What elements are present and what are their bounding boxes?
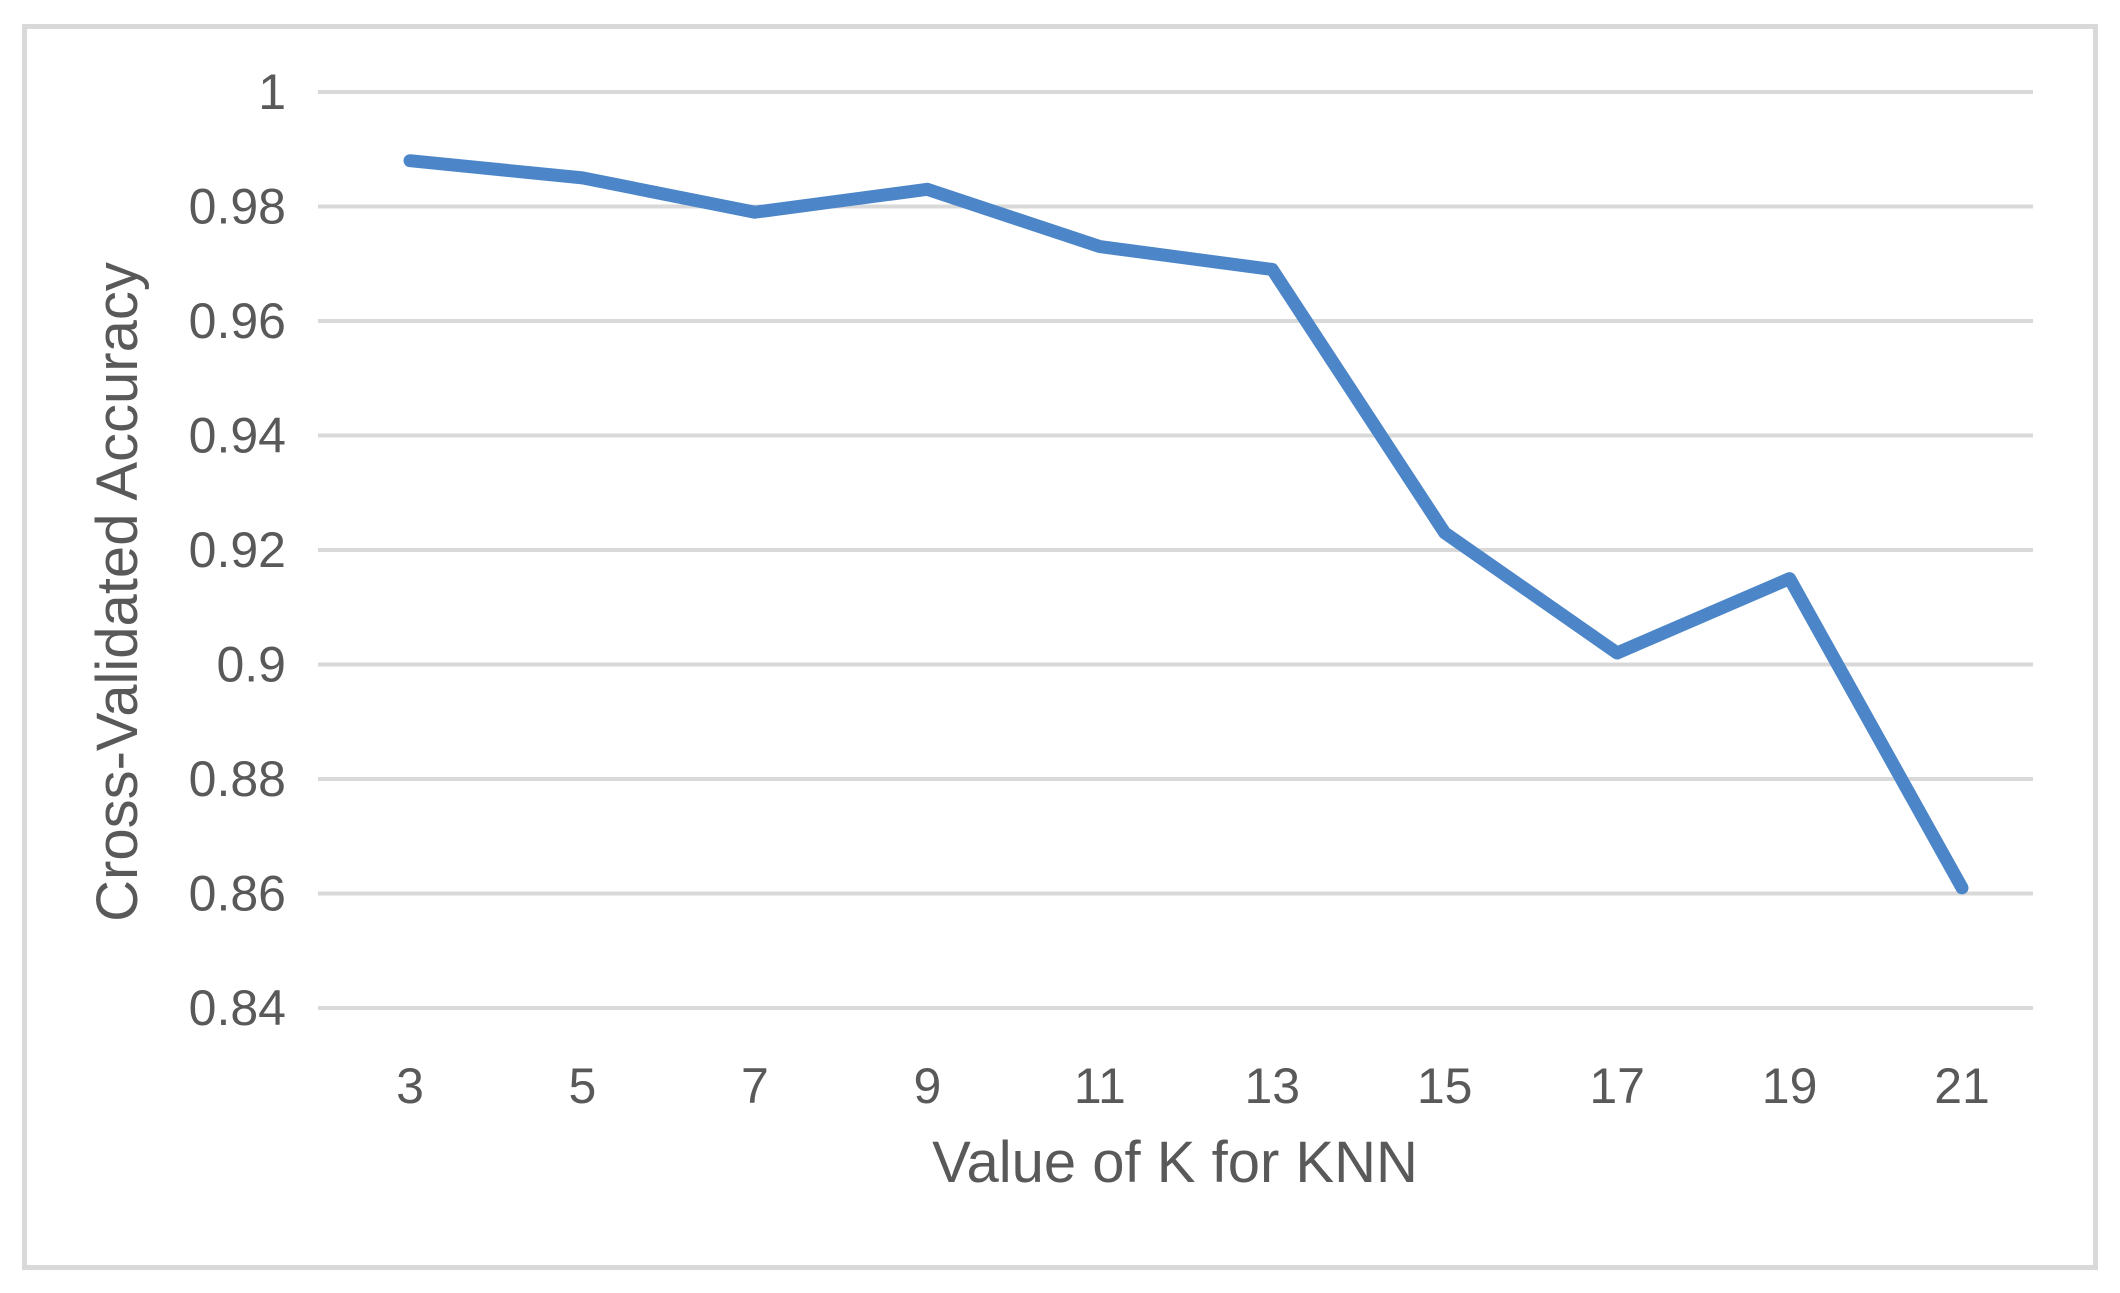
x-tick-label: 13 bbox=[1244, 1058, 1300, 1114]
y-axis-tick-labels: 1 0.98 0.96 0.94 0.92 0.9 0.88 0.86 0.84 bbox=[189, 64, 286, 1036]
y-axis-title: Cross-Validated Accuracy bbox=[85, 262, 150, 922]
x-tick-label: 5 bbox=[569, 1058, 597, 1114]
y-tick-label: 0.9 bbox=[216, 637, 286, 693]
y-tick-label: 0.92 bbox=[189, 522, 286, 578]
accuracy-line-series bbox=[403, 154, 1969, 895]
y-tick-label: 0.86 bbox=[189, 866, 286, 922]
x-tick-label: 9 bbox=[913, 1058, 941, 1114]
y-tick-label: 1 bbox=[258, 64, 286, 120]
y-tick-label: 0.94 bbox=[189, 408, 286, 464]
x-tick-label: 7 bbox=[741, 1058, 769, 1114]
y-tick-label: 0.96 bbox=[189, 293, 286, 349]
x-tick-label: 17 bbox=[1589, 1058, 1645, 1114]
x-axis-title: Value of K for KNN bbox=[932, 1130, 1418, 1195]
x-tick-label: 15 bbox=[1417, 1058, 1473, 1114]
y-tick-label: 0.88 bbox=[189, 751, 286, 807]
x-tick-label: 21 bbox=[1934, 1058, 1990, 1114]
x-axis-tick-labels: 3 5 7 9 11 13 15 17 19 21 bbox=[396, 1058, 1990, 1114]
y-tick-label: 0.98 bbox=[189, 179, 286, 235]
x-tick-label: 3 bbox=[396, 1058, 424, 1114]
x-tick-label: 11 bbox=[1074, 1058, 1126, 1114]
x-tick-label: 19 bbox=[1762, 1058, 1818, 1114]
horizontal-gridlines bbox=[318, 90, 2033, 1010]
y-tick-label: 0.84 bbox=[189, 980, 286, 1036]
